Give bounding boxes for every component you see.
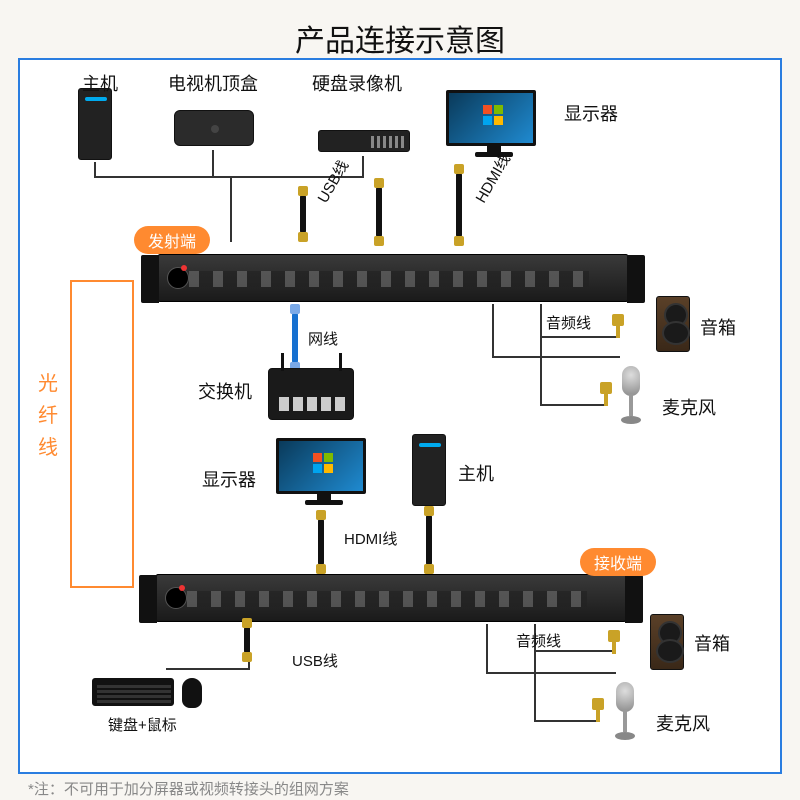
network-switch [268,368,354,420]
mic-top [618,366,644,424]
wire [486,672,616,674]
usb-cable-top [300,194,306,234]
fiber-line [70,280,72,586]
wire [212,150,214,176]
host-tower-top [78,88,112,160]
settop-box [174,110,254,146]
label-usb-bot: USB线 [292,650,338,671]
fiber-line [70,586,134,588]
mouse [182,678,202,708]
label-settop: 电视机顶盒 [168,70,258,96]
label-kbm: 键盘+鼠标 [108,714,177,735]
wire [540,404,608,406]
monitor-top [446,90,536,146]
wire [166,668,250,670]
fiber-line [132,280,134,586]
speaker-bot [650,614,684,670]
rx-tag: 接收端 [580,548,656,576]
hdmi-cable-top-2 [456,172,462,238]
label-monitor-top: 显示器 [564,100,618,126]
speaker-top [656,296,690,352]
wire [230,176,232,242]
label-switch: 交换机 [198,378,252,404]
tx-tag: 发射端 [134,226,210,254]
fiber-line [70,280,134,282]
label-hdmi-bot: HDMI线 [344,528,397,549]
wire [486,624,488,672]
note-prefix: *注： [28,781,64,798]
hdmi-cable-top-1 [376,186,382,238]
wire [534,720,600,722]
label-audio-top: 音频线 [546,312,591,333]
label-net-cable: 网线 [308,328,338,349]
label-host-bot: 主机 [458,460,494,486]
wire [492,356,620,358]
wire [94,162,96,176]
nvr-device [318,130,410,152]
mic-bot [612,682,638,740]
wire [540,336,620,338]
usb-plug-bot [244,626,250,654]
wire [492,304,494,356]
label-host-top: 主机 [82,70,118,96]
label-monitor-bot: 显示器 [202,466,256,492]
rx-rack-unit [156,574,626,622]
fiber-label: 光纤线 [36,368,60,464]
page-title: 产品连接示意图 [0,16,800,60]
keyboard [92,678,174,706]
hdmi-cable-bot-1 [318,518,324,566]
label-speaker-bot: 音箱 [694,630,730,656]
label-mic-bot: 麦克风 [656,710,710,736]
footnote: *注：不可用于加分屏器或视频转接头的组网方案 [28,778,349,799]
wire [362,156,364,176]
audio-jack-4 [596,708,600,722]
label-nvr: 硬盘录像机 [312,70,402,96]
label-speaker-top: 音箱 [700,314,736,340]
hdmi-cable-bot-2 [426,514,432,566]
note-text: 不可用于加分屏器或视频转接头的组网方案 [64,781,349,798]
label-audio-bot: 音频线 [516,630,561,651]
wire [540,304,542,404]
host-tower-bot [412,434,446,506]
audio-jack-2 [604,392,608,406]
audio-jack-3 [612,640,616,654]
label-mic-top: 麦克风 [662,394,716,420]
tx-rack-unit [158,254,628,302]
monitor-bottom [276,438,366,494]
net-cable [292,312,298,364]
audio-jack-1 [616,324,620,338]
